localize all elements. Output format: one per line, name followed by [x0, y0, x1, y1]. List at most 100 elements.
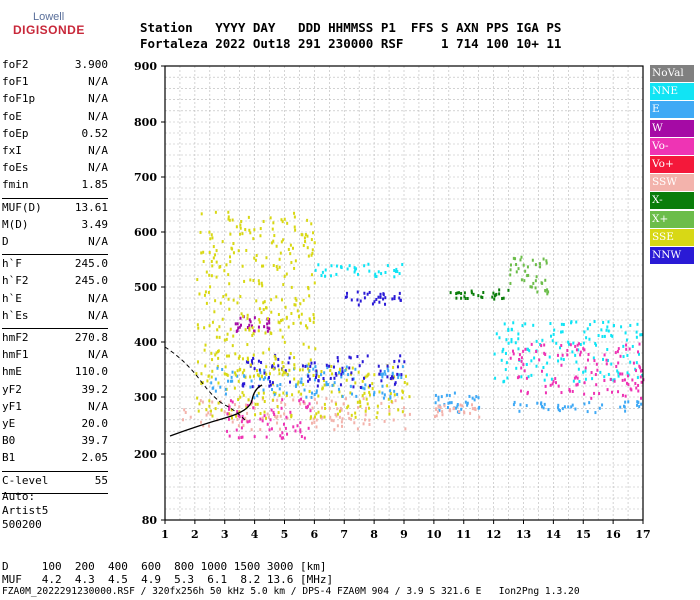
echo-point: [588, 401, 591, 405]
echo-point: [452, 407, 455, 411]
echo-point: [393, 295, 396, 299]
echo-point: [272, 263, 275, 267]
echo-point: [636, 322, 639, 326]
echo-point: [210, 381, 213, 385]
echo-point: [241, 371, 244, 375]
echo-point: [265, 306, 268, 310]
echo-point: [273, 393, 276, 397]
echo-point: [227, 379, 230, 383]
echo-point: [200, 420, 203, 424]
echo-point: [629, 387, 632, 391]
echo-point: [403, 381, 406, 385]
echo-point: [203, 348, 206, 352]
echo-point: [324, 406, 327, 410]
echo-point: [259, 234, 262, 238]
echo-point: [577, 342, 580, 346]
echo-point: [397, 408, 400, 412]
echo-point: [339, 383, 342, 387]
param-value: N/A: [88, 399, 108, 413]
echo-point: [315, 418, 318, 422]
echo-point: [384, 372, 387, 376]
echo-point: [270, 241, 273, 245]
echo-point: [363, 387, 366, 391]
echo-point: [335, 264, 338, 268]
echo-point: [570, 321, 573, 325]
echo-point: [337, 359, 340, 363]
echo-point: [522, 263, 525, 267]
echo-point: [276, 405, 279, 409]
legend-item-nne: NNE: [650, 83, 694, 101]
echo-point: [503, 379, 506, 383]
echo-point: [575, 348, 578, 352]
echo-point: [250, 428, 253, 432]
echo-point: [214, 377, 217, 381]
echo-point: [535, 350, 538, 354]
echo-point: [382, 396, 385, 400]
echo-point: [239, 316, 242, 320]
echo-point: [621, 393, 624, 397]
echo-point: [547, 290, 550, 294]
legend-item-w: W: [650, 119, 694, 137]
echo-point: [215, 260, 218, 264]
echo-point: [534, 263, 537, 267]
echo-point: [281, 368, 284, 372]
echo-point: [253, 396, 256, 400]
echo-point: [340, 372, 343, 376]
echo-point: [239, 223, 242, 227]
echo-point: [504, 351, 507, 355]
echo-point: [300, 435, 303, 439]
echo-point: [219, 264, 222, 268]
echo-point: [200, 381, 203, 385]
echo-point: [514, 257, 517, 261]
echo-point: [333, 428, 336, 432]
echo-point: [582, 370, 585, 374]
echo-point: [539, 265, 542, 269]
echo-point: [379, 292, 382, 296]
echo-point: [498, 292, 501, 296]
echo-point: [329, 376, 332, 380]
echo-point: [582, 347, 585, 351]
echo-point: [323, 415, 326, 419]
profile-dashed-curve: [164, 346, 246, 421]
echo-point: [346, 291, 349, 295]
echo-point: [300, 397, 303, 401]
echo-point: [340, 420, 343, 424]
echo-point: [206, 379, 209, 383]
echo-point: [272, 239, 275, 243]
echo-point: [257, 374, 260, 378]
echo-point: [285, 393, 288, 397]
echo-point: [519, 403, 522, 407]
echo-point: [342, 402, 345, 406]
echo-point: [243, 279, 246, 283]
param-key: h`F2: [2, 274, 29, 288]
echo-point: [266, 317, 269, 321]
echo-point: [586, 327, 589, 331]
param-d: D N/A: [2, 235, 108, 252]
echo-point: [434, 401, 437, 405]
echo-point: [510, 340, 513, 344]
echo-point: [294, 296, 297, 300]
echo-point: [398, 359, 401, 363]
echo-point: [243, 368, 246, 372]
echo-point: [574, 344, 577, 348]
echo-point: [448, 408, 451, 412]
echo-point: [210, 233, 213, 237]
echo-point: [512, 403, 515, 407]
echo-point: [520, 366, 523, 370]
echo-point: [301, 368, 304, 372]
echo-point: [466, 296, 469, 300]
echo-point: [248, 419, 251, 423]
echo-point: [313, 361, 316, 365]
echo-point: [350, 298, 353, 302]
echo-point: [624, 409, 627, 413]
echo-point: [539, 343, 542, 347]
echo-point: [398, 272, 401, 276]
echo-point: [228, 354, 231, 358]
echo-point: [287, 361, 290, 365]
echo-point: [274, 414, 277, 418]
echo-point: [617, 347, 620, 351]
x-tick-label: 5: [281, 528, 289, 541]
echo-point: [584, 369, 587, 373]
echo-point: [330, 264, 333, 268]
echo-point: [293, 356, 296, 360]
